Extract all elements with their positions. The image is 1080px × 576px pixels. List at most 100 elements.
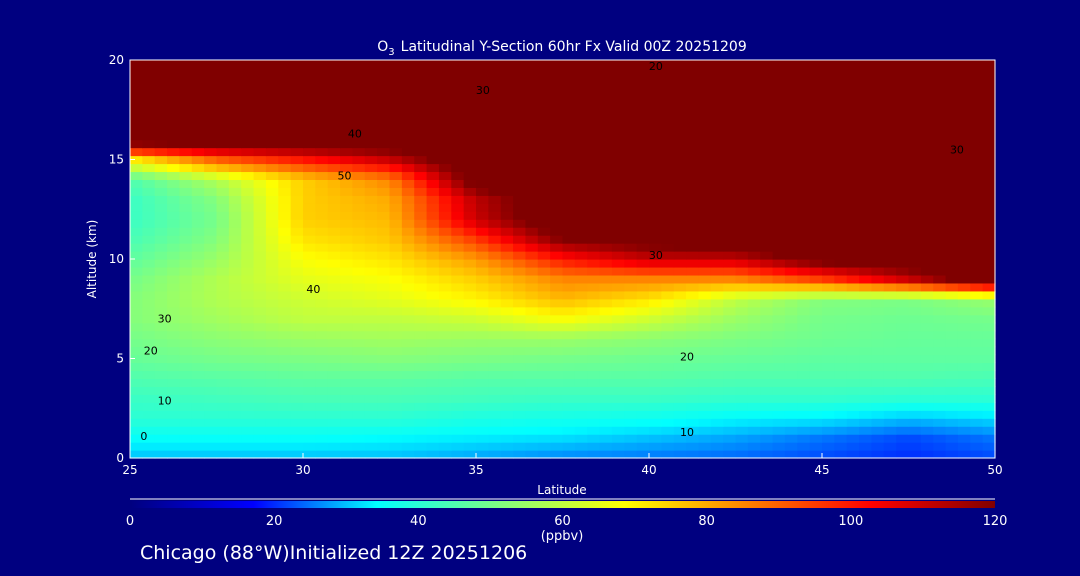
heatmap-cell bbox=[933, 410, 947, 419]
heatmap-cell bbox=[389, 370, 403, 379]
heatmap-cell bbox=[463, 139, 477, 149]
heatmap-cell bbox=[624, 322, 638, 332]
heatmap-cell bbox=[562, 442, 576, 451]
heatmap-cell bbox=[278, 434, 292, 443]
heatmap-cell bbox=[883, 322, 897, 332]
heatmap-cell bbox=[278, 107, 292, 117]
heatmap-cell bbox=[574, 195, 588, 204]
heatmap-cell bbox=[451, 274, 465, 284]
heatmap-cell bbox=[303, 147, 316, 157]
heatmap-cell bbox=[327, 346, 341, 356]
heatmap-cell bbox=[352, 99, 366, 109]
heatmap-cell bbox=[488, 426, 502, 435]
heatmap-cell bbox=[537, 67, 551, 77]
heatmap-cell bbox=[130, 155, 143, 165]
heatmap-cell bbox=[426, 139, 440, 149]
heatmap-cell bbox=[191, 91, 205, 101]
heatmap-cell bbox=[574, 426, 588, 435]
heatmap-cell bbox=[241, 147, 255, 157]
heatmap-cell bbox=[228, 450, 242, 459]
heatmap-cell bbox=[871, 450, 885, 459]
heatmap-cell bbox=[488, 195, 502, 204]
heatmap-cell bbox=[957, 394, 971, 403]
heatmap-cell bbox=[809, 386, 823, 395]
heatmap-cell bbox=[451, 330, 465, 340]
heatmap-cell bbox=[228, 211, 242, 220]
heatmap-cell bbox=[550, 426, 564, 435]
heatmap-cell bbox=[451, 442, 465, 451]
heatmap-cell bbox=[822, 75, 835, 85]
heatmap-cell bbox=[760, 75, 774, 85]
heatmap-cell bbox=[241, 442, 255, 451]
heatmap-cell bbox=[377, 314, 391, 324]
heatmap-cell bbox=[896, 171, 910, 180]
heatmap-cell bbox=[698, 418, 712, 427]
heatmap-cell bbox=[228, 115, 242, 125]
heatmap-cell bbox=[698, 115, 712, 125]
heatmap-cell bbox=[154, 322, 168, 332]
heatmap-cell bbox=[760, 163, 774, 173]
heatmap-cell bbox=[859, 131, 873, 141]
heatmap-cell bbox=[933, 394, 947, 403]
heatmap-cell bbox=[463, 266, 477, 276]
heatmap-cell bbox=[265, 370, 279, 379]
heatmap-cell bbox=[871, 91, 885, 101]
heatmap-cell bbox=[747, 115, 761, 125]
heatmap-cell bbox=[587, 123, 601, 133]
heatmap-cell bbox=[760, 402, 774, 411]
heatmap-cell bbox=[278, 91, 292, 101]
heatmap-cell bbox=[611, 123, 625, 133]
heatmap-cell bbox=[784, 107, 798, 117]
heatmap-cell bbox=[290, 386, 304, 395]
heatmap-cell bbox=[154, 266, 168, 276]
heatmap-cell bbox=[587, 187, 601, 196]
heatmap-cell bbox=[290, 139, 304, 149]
heatmap-cell bbox=[327, 386, 341, 395]
heatmap-cell bbox=[908, 99, 922, 109]
heatmap-cell bbox=[809, 346, 823, 356]
heatmap-cell bbox=[451, 410, 465, 419]
heatmap-cell bbox=[871, 306, 885, 316]
heatmap-cell bbox=[438, 354, 452, 364]
heatmap-cell bbox=[167, 83, 181, 93]
heatmap-cell bbox=[933, 131, 947, 141]
y-tick-label: 20 bbox=[109, 53, 124, 67]
heatmap-cell bbox=[389, 123, 403, 133]
heatmap-cell bbox=[451, 147, 465, 157]
heatmap-cell bbox=[426, 83, 440, 93]
heatmap-cell bbox=[846, 155, 860, 165]
heatmap-cell bbox=[982, 67, 996, 77]
heatmap-cell bbox=[130, 314, 143, 324]
heatmap-cell bbox=[500, 131, 514, 141]
heatmap-cell bbox=[414, 338, 428, 348]
heatmap-cell bbox=[513, 298, 527, 308]
heatmap-cell bbox=[611, 67, 625, 77]
heatmap-cell bbox=[303, 235, 316, 244]
heatmap-cell bbox=[735, 354, 749, 364]
heatmap-cell bbox=[537, 346, 551, 356]
heatmap-cell bbox=[327, 60, 341, 69]
heatmap-cell bbox=[822, 179, 835, 188]
heatmap-cell bbox=[871, 426, 885, 435]
heatmap-cell bbox=[834, 251, 848, 260]
heatmap-cell bbox=[216, 60, 230, 69]
heatmap-cell bbox=[241, 410, 255, 419]
heatmap-cell bbox=[636, 91, 650, 101]
heatmap-cell bbox=[871, 346, 885, 356]
heatmap-cell bbox=[920, 155, 934, 165]
heatmap-cell bbox=[179, 203, 193, 212]
heatmap-cell bbox=[599, 91, 613, 101]
heatmap-cell bbox=[550, 147, 564, 157]
heatmap-cell bbox=[599, 322, 613, 332]
heatmap-cell bbox=[797, 251, 811, 260]
heatmap-cell bbox=[315, 274, 329, 284]
heatmap-cell bbox=[957, 179, 971, 188]
heatmap-cell bbox=[686, 139, 700, 149]
heatmap-cell bbox=[797, 259, 811, 268]
heatmap-cell bbox=[636, 83, 650, 93]
heatmap-cell bbox=[883, 147, 897, 157]
heatmap-cell bbox=[389, 60, 403, 69]
heatmap-cell bbox=[957, 298, 971, 308]
heatmap-cell bbox=[908, 139, 922, 149]
heatmap-cell bbox=[599, 139, 613, 149]
